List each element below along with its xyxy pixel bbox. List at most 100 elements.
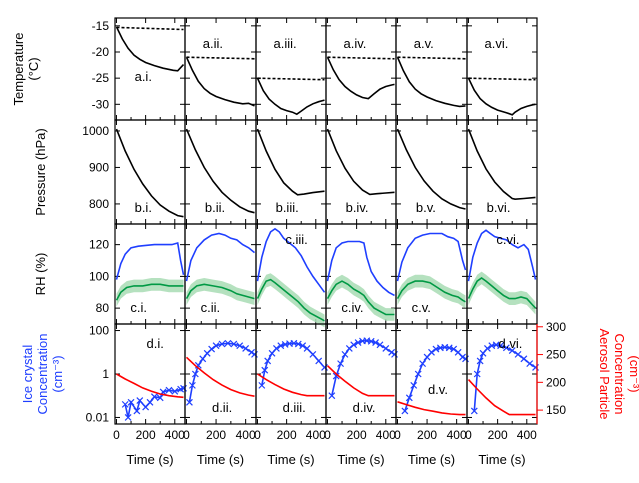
ice-data-point: [186, 398, 193, 406]
ice-data-point: [294, 340, 302, 348]
ice-data-point: [414, 370, 422, 378]
ice-data-point: [251, 350, 258, 358]
rh-series-1-line: [396, 280, 466, 303]
ice-data-point: [391, 350, 398, 358]
pressure-series-0-line: [115, 128, 184, 218]
panel-label: d.i.: [147, 336, 164, 351]
ice-data-point: [150, 393, 158, 401]
y-axis-title: Temperature: [11, 33, 26, 106]
panel-label: c.vi.: [496, 232, 519, 247]
panel-label: d.vi.: [499, 336, 523, 351]
x-tick-label: 400: [165, 428, 185, 442]
ice-data-point: [372, 339, 380, 346]
x-tick-label: 0: [394, 428, 401, 442]
ice-data-point: [332, 372, 340, 380]
y-axis-title: RH (%): [33, 253, 48, 296]
ice-data-point: [212, 342, 220, 350]
ice-data-point: [188, 381, 196, 389]
temperature-series-1-line: [326, 56, 395, 100]
ice-data-point: [199, 355, 207, 363]
panel-frame: [114, 223, 186, 325]
panel-frame: [184, 223, 257, 325]
rh-series-1-line: [326, 280, 395, 316]
rh-band-area: [468, 271, 536, 315]
x-tick-label: 200: [488, 428, 508, 442]
panel-label: d.iii.: [283, 400, 306, 415]
rh-series-0-line: [256, 227, 326, 293]
rh-series-0-line: [326, 240, 395, 297]
ice-data-point: [272, 345, 280, 352]
panel-label: b.iv.: [346, 200, 369, 215]
panel-frame: [395, 17, 468, 121]
pressure-series-0-line: [256, 128, 325, 196]
ice-data-point: [341, 350, 349, 358]
panel-label: a.ii.: [203, 36, 223, 51]
ice-data-point: [191, 370, 199, 378]
x-axis-title: Time (s): [337, 452, 384, 467]
y-tick-label: 80: [96, 301, 110, 315]
x-axis-title: Time (s): [408, 452, 455, 467]
ice-data-point: [121, 400, 129, 408]
rh-series-0-line: [467, 229, 537, 282]
y-tick-label: 800: [89, 197, 109, 211]
pressure-series-0-line: [326, 128, 395, 196]
ice-data-point: [450, 345, 458, 353]
ice-data-point: [258, 381, 266, 389]
panel-label: d.ii.: [212, 400, 232, 415]
ice_aerosol-series-0-line: [404, 346, 466, 412]
ice-data-point: [428, 348, 435, 356]
ice-data-point: [337, 360, 345, 368]
y-axis-title: Ice crystal: [20, 345, 35, 404]
panel-label: a.iv.: [344, 36, 367, 51]
x-axis-title: Time (s): [478, 452, 525, 467]
x-tick-label: 400: [306, 428, 326, 442]
y-tick-label: 1: [102, 367, 109, 381]
panel-label: b.vi.: [487, 200, 511, 215]
ice-data-point: [261, 366, 269, 374]
ice-data-point: [242, 345, 250, 352]
panel-label: b.i.: [135, 200, 152, 215]
ice-data-point: [497, 342, 504, 350]
x-tick-label: 200: [347, 428, 367, 442]
y-tick-label: -30: [92, 97, 110, 111]
ice-data-point: [136, 397, 144, 404]
panel-label: a.vi.: [485, 36, 509, 51]
x-tick-label: 400: [376, 428, 396, 442]
ice-data-point: [502, 344, 510, 352]
ice-data-point: [236, 342, 244, 350]
ice-data-point: [146, 398, 154, 406]
rh-series-0-line: [396, 232, 467, 282]
ice-data-point: [354, 339, 362, 346]
ice-data-point: [405, 394, 413, 402]
y2-tick-label: 150: [546, 403, 566, 417]
panel-label: b.iii.: [276, 200, 299, 215]
panel-label: a.v.: [414, 36, 434, 51]
x-axis-title: Time (s): [197, 452, 244, 467]
ice-data-point: [483, 345, 491, 352]
y-tick-label: -15: [92, 19, 110, 33]
x-tick-label: 200: [206, 428, 226, 442]
rh-series-1-line: [185, 283, 255, 300]
ice-data-point: [401, 407, 409, 415]
ice-data-point: [299, 342, 307, 350]
ice_aerosol-series-1-line: [257, 373, 325, 397]
ice-data-point: [127, 398, 135, 406]
x-tick-label: 0: [113, 428, 120, 442]
panel-label: c.iii.: [285, 232, 307, 247]
x-axis-title: Time (s): [126, 452, 173, 467]
y-tick-label: 1000: [82, 124, 109, 138]
panel-label: d.iv.: [353, 400, 376, 415]
ice-data-point: [171, 387, 179, 395]
panel-frame: [395, 223, 468, 325]
pressure-series-0-line: [467, 128, 536, 201]
ice-data-point: [514, 350, 522, 358]
y-tick-label: 100: [89, 269, 109, 283]
x-tick-label: 0: [254, 428, 261, 442]
ice-data-point: [156, 394, 164, 402]
ice-data-point: [410, 381, 418, 389]
temperature-series-0-line: [116, 26, 184, 31]
ice_aerosol-series-0-line: [473, 343, 536, 411]
y2-axis-title: (cm⁻³): [627, 355, 639, 392]
x-tick-label: 0: [183, 428, 190, 442]
